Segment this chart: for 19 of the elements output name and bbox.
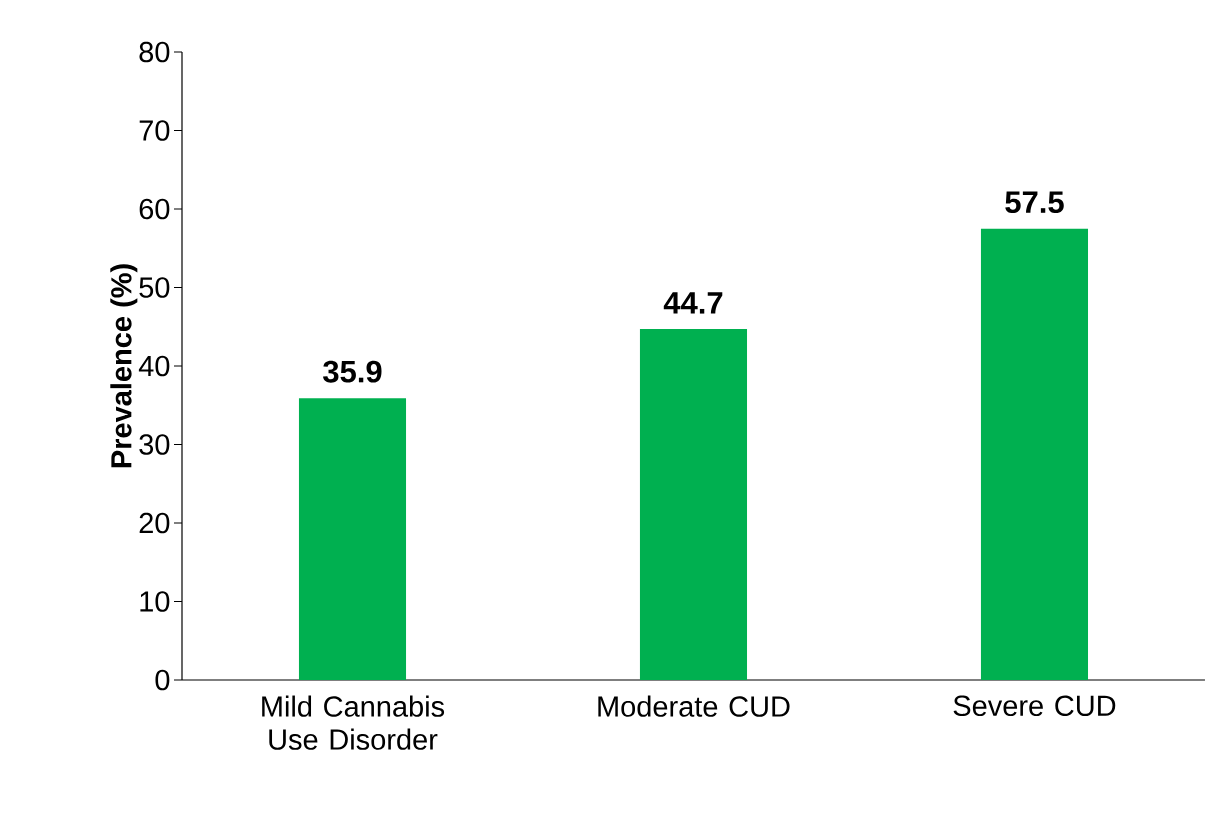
y-tick-label: 80 <box>139 41 170 63</box>
data-label: 57.5 <box>1005 191 1064 214</box>
y-axis-title: Prevalence (%) <box>110 264 138 468</box>
x-tick-label: Severe CUD <box>953 695 1116 717</box>
y-tick-label: 70 <box>139 120 170 141</box>
y-tick-label: 50 <box>139 277 170 298</box>
x-tick-label: Mild Cannabis Use Disorder <box>262 695 445 750</box>
bar <box>639 329 748 680</box>
y-tick-label: 40 <box>138 355 170 377</box>
y-tick-label: 20 <box>139 512 170 534</box>
bar <box>980 228 1089 680</box>
y-tick-label: 30 <box>139 434 170 455</box>
x-tick-label: Moderate CUD <box>598 695 790 717</box>
y-tick-label: 10 <box>140 591 170 612</box>
y-tick-label: 0 <box>155 669 170 691</box>
bar <box>298 398 407 680</box>
y-tick-label: 60 <box>139 198 170 220</box>
data-label: 44.7 <box>663 292 723 314</box>
data-label: 35.9 <box>323 360 382 383</box>
